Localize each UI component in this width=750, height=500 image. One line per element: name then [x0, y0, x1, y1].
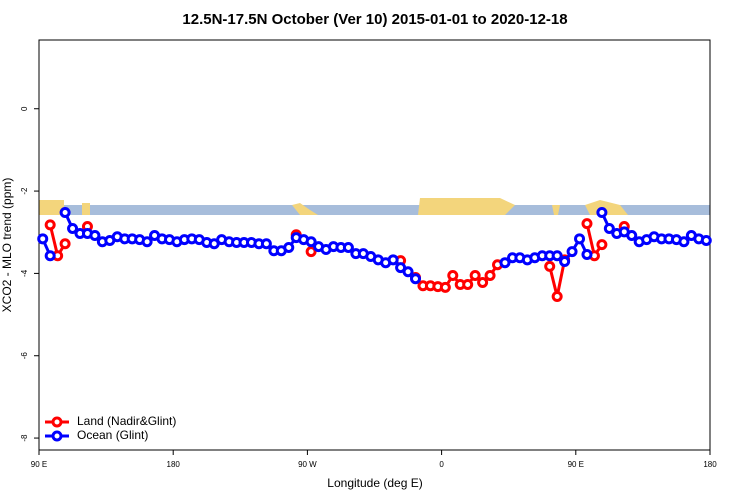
- data-point: [402, 266, 414, 278]
- x-axis-label: Longitude (deg E): [327, 476, 422, 490]
- data-point: [37, 233, 49, 245]
- data-point: [410, 273, 422, 285]
- data-point: [603, 223, 615, 235]
- data-point: [551, 290, 563, 302]
- plot-frame: [38, 39, 711, 451]
- data-point: [596, 239, 608, 251]
- data-point: [305, 246, 317, 258]
- legend-label: Land (Nadir&Glint): [77, 414, 176, 428]
- data-point: [551, 250, 563, 262]
- data-point: [342, 241, 354, 253]
- data-point: [283, 241, 295, 253]
- data-point: [59, 206, 71, 218]
- x-tick-label: 90 E: [31, 460, 47, 469]
- x-tick-label: 0: [439, 460, 444, 469]
- x-tick-label: 180: [703, 460, 717, 469]
- data-point: [559, 255, 571, 267]
- land-patch: [82, 203, 90, 215]
- ocean-strip: [39, 205, 710, 215]
- land-patch: [585, 200, 628, 215]
- data-point: [499, 257, 511, 269]
- data-point: [44, 219, 56, 231]
- legend-marker: [51, 416, 63, 428]
- y-tick-label: -8: [20, 434, 29, 442]
- data-point: [700, 234, 712, 246]
- data-point: [44, 250, 56, 262]
- data-point: [581, 218, 593, 230]
- data-point: [484, 269, 496, 281]
- x-tick-label: 180: [167, 460, 181, 469]
- legend-label: Ocean (Glint): [77, 428, 148, 442]
- data-point: [89, 230, 101, 242]
- land-mask: [39, 198, 710, 215]
- data-point: [387, 254, 399, 266]
- data-point: [626, 230, 638, 242]
- legend-marker: [51, 430, 63, 442]
- data-point: [447, 269, 459, 281]
- data-point: [477, 276, 489, 288]
- data-point: [544, 260, 556, 272]
- data-point: [566, 246, 578, 258]
- data-point: [469, 269, 481, 281]
- data-point: [67, 223, 79, 235]
- land-patch: [292, 203, 318, 215]
- data-point: [596, 206, 608, 218]
- y-tick-label: -2: [20, 187, 29, 195]
- land-patch: [418, 198, 515, 215]
- data-point: [59, 238, 71, 250]
- land-patch: [552, 205, 560, 215]
- data-point: [260, 238, 272, 250]
- data-point: [305, 236, 317, 248]
- x-tick-label: 90 W: [298, 460, 317, 469]
- y-tick-label: -6: [20, 352, 29, 360]
- data-point: [462, 279, 474, 291]
- x-tick-label: 90 E: [568, 460, 584, 469]
- y-tick-label: -4: [20, 269, 29, 277]
- data-point: [141, 236, 153, 248]
- chart-title: 12.5N-17.5N October (Ver 10) 2015-01-01 …: [182, 11, 567, 28]
- y-tick-label: 0: [20, 106, 29, 111]
- data-point: [678, 236, 690, 248]
- y-axis-label: XCO2 - MLO trend (ppm): [0, 178, 14, 313]
- data-point: [574, 233, 586, 245]
- land-patch: [39, 200, 64, 215]
- data-point: [439, 281, 451, 293]
- data-point: [581, 248, 593, 260]
